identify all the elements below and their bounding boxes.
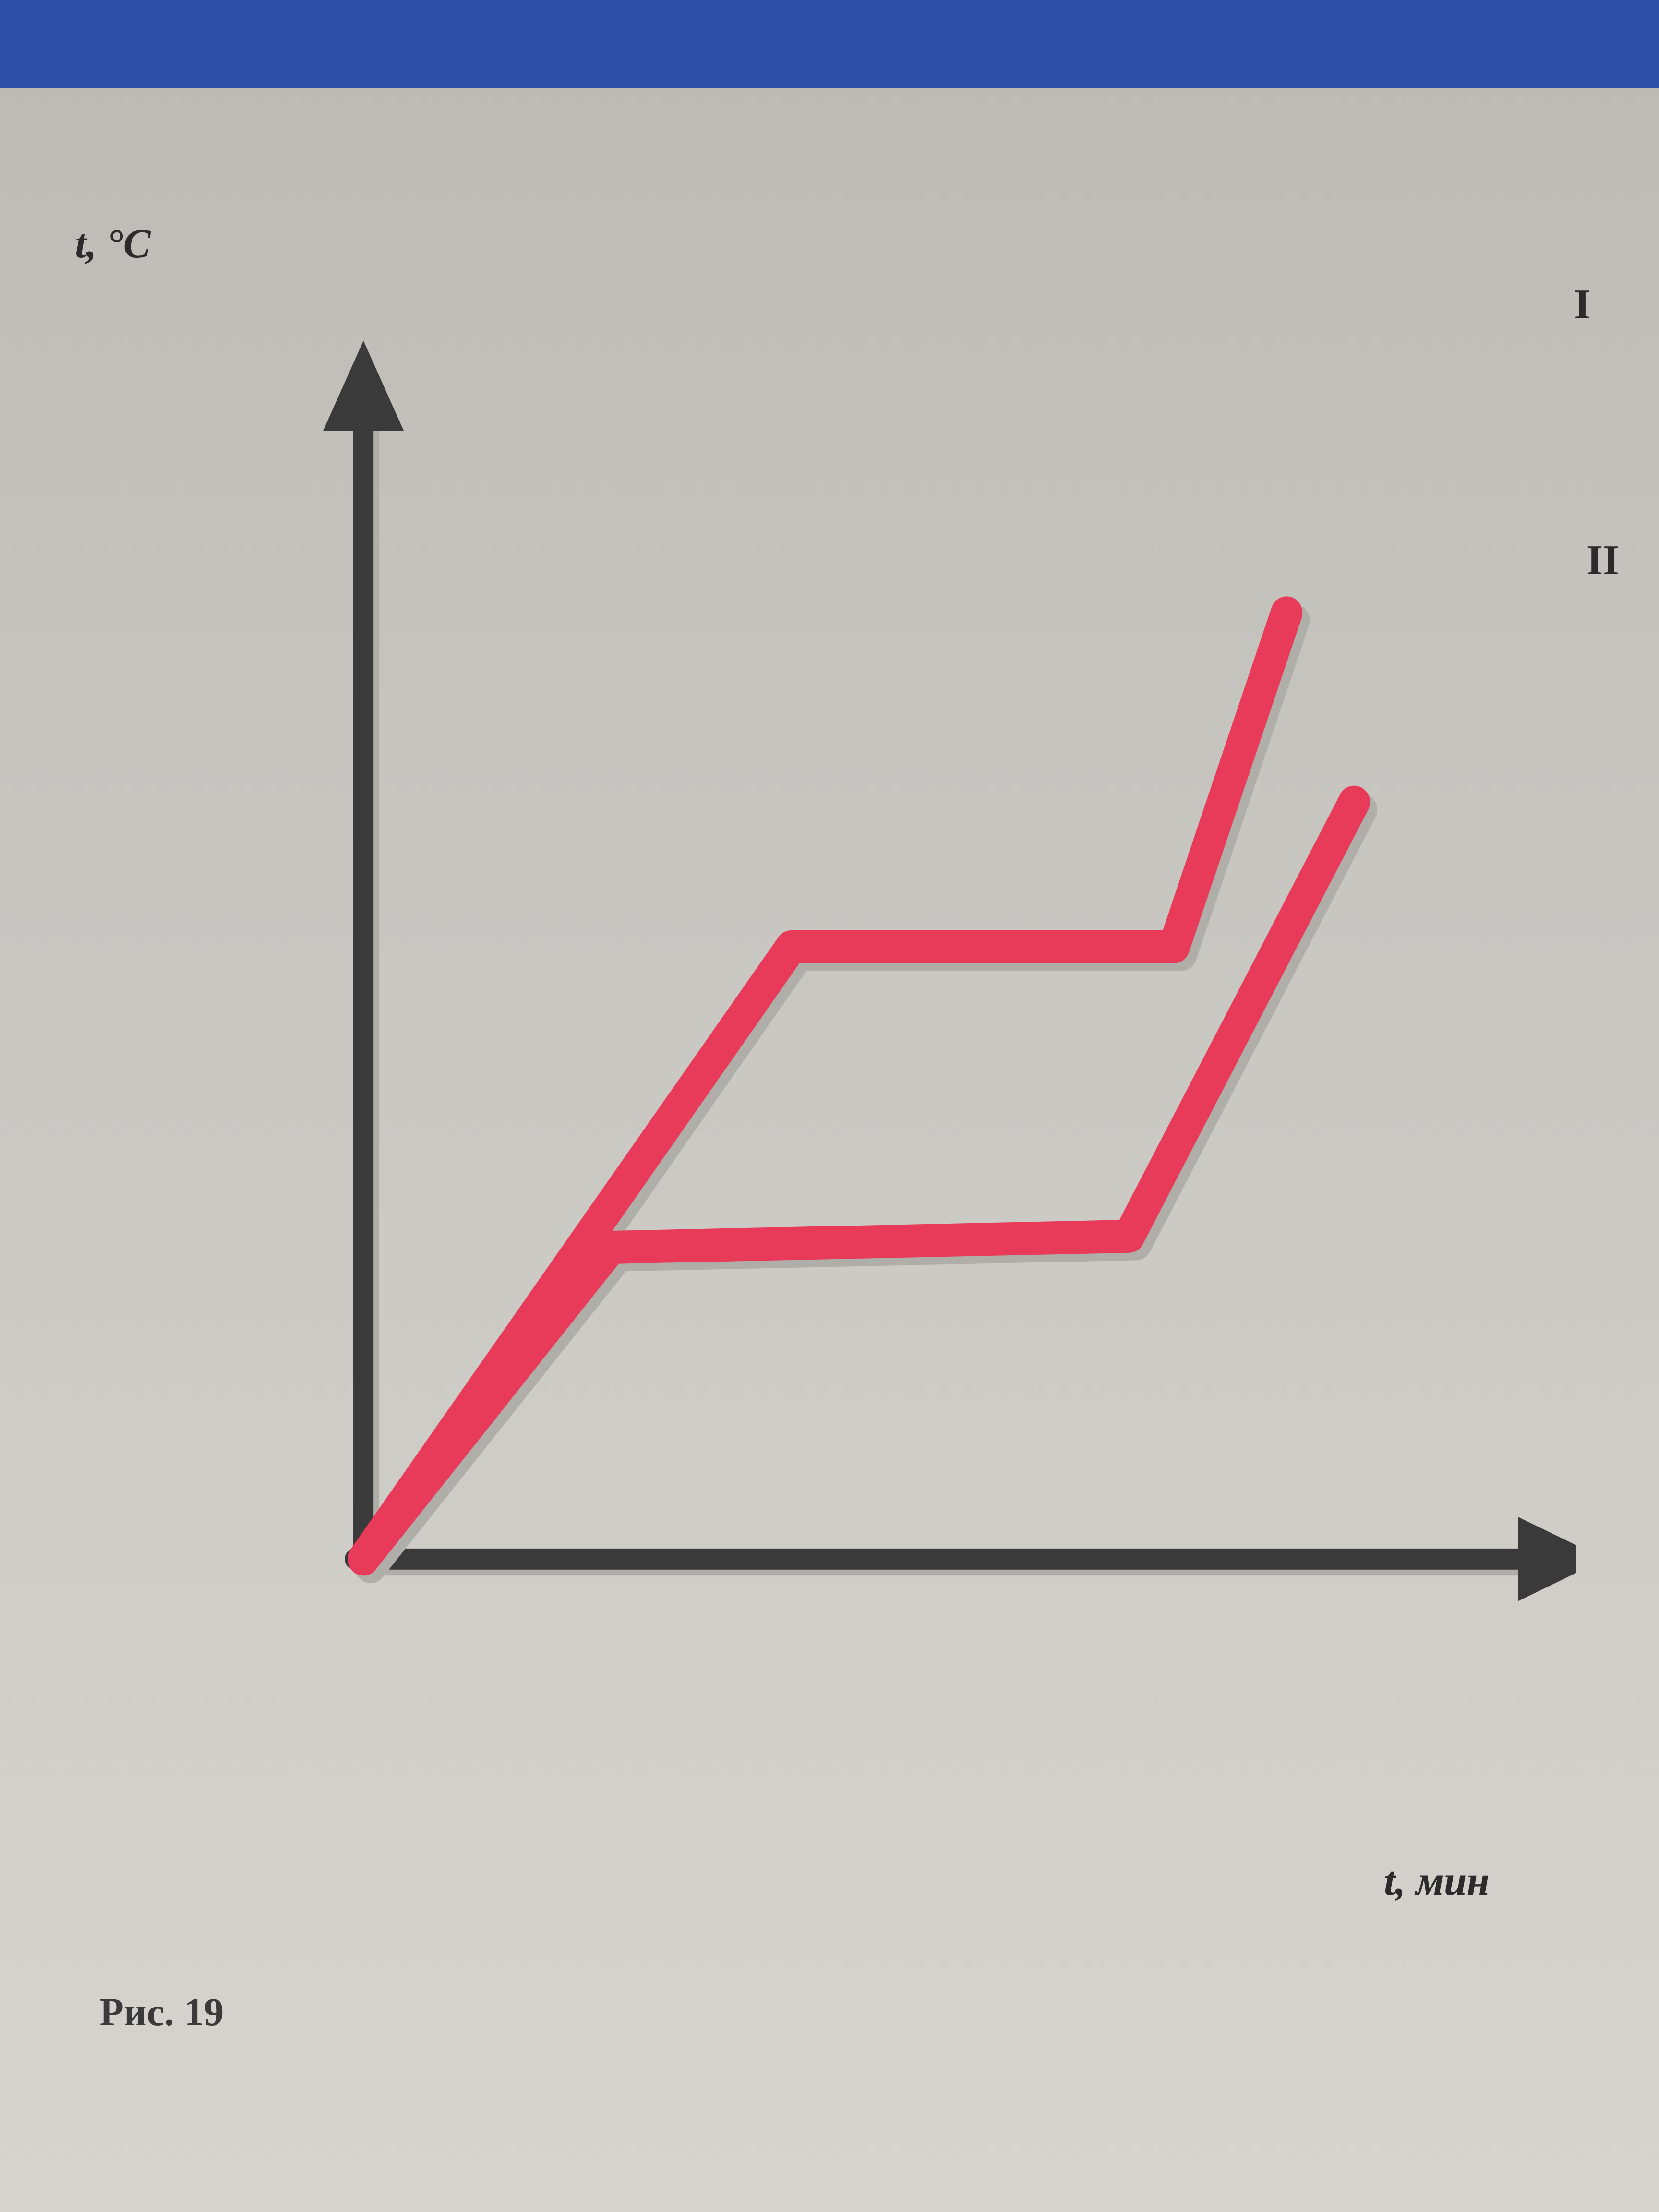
series-II (371, 810, 1362, 1567)
chart-area: t, °C t, мин I II (132, 265, 1576, 1769)
page-root: t, °C t, мин I II Рис. 19 (0, 0, 1659, 2212)
series-I (371, 620, 1294, 1566)
x-axis-label: t, мин (1384, 1858, 1490, 1905)
top-banner (0, 0, 1659, 88)
heating-curves-chart (132, 265, 1576, 1769)
series-label-II: II (1587, 536, 1620, 585)
series-label-I: I (1574, 280, 1590, 329)
y-axis-label: t, °C (75, 220, 150, 267)
figure-caption: Рис. 19 (99, 1989, 224, 2035)
